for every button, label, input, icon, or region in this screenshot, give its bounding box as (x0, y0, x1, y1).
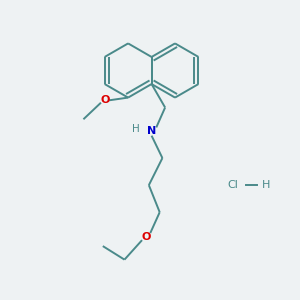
Text: N: N (147, 126, 156, 136)
Text: O: O (100, 95, 110, 105)
Text: H: H (262, 180, 271, 190)
Text: H: H (132, 124, 140, 134)
Text: Cl: Cl (227, 180, 238, 190)
Text: O: O (142, 232, 151, 242)
